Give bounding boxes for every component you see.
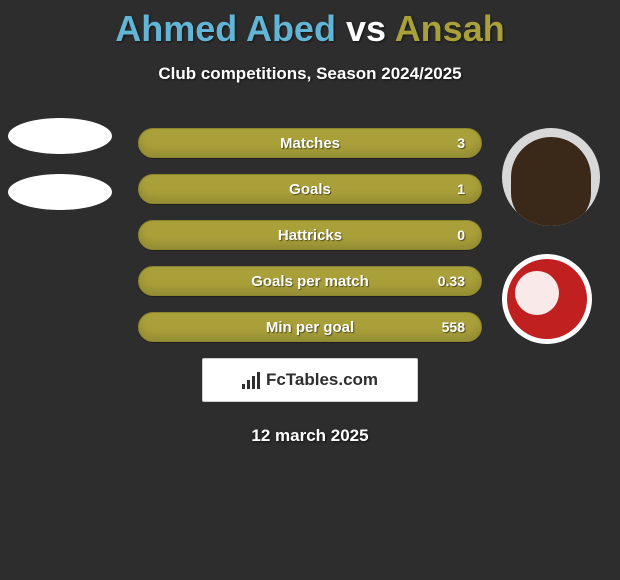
player1-club-badge: [8, 174, 112, 210]
stat-bar-hattricks: Hattricks 0: [138, 220, 482, 250]
stat-label: Min per goal: [266, 319, 354, 336]
stat-bar-goals: Goals 1: [138, 174, 482, 204]
bar-chart-icon: [242, 371, 260, 389]
stat-label: Goals: [289, 181, 331, 198]
stat-bar-goals-per-match: Goals per match 0.33: [138, 266, 482, 296]
logo-text: FcTables.com: [266, 370, 378, 390]
left-avatars: [8, 118, 112, 230]
page-title: Ahmed Abed vs Ansah: [0, 0, 620, 50]
stat-bar-min-per-goal: Min per goal 558: [138, 312, 482, 342]
avatar-face-icon: [511, 137, 591, 226]
stat-label: Goals per match: [251, 273, 369, 290]
right-avatars: [502, 128, 600, 344]
player2-name: Ansah: [395, 8, 505, 49]
stat-label: Matches: [280, 135, 340, 152]
stat-bar-matches: Matches 3: [138, 128, 482, 158]
player1-name: Ahmed Abed: [115, 8, 336, 49]
stat-right-value: 3: [435, 135, 465, 151]
player2-club-badge: [502, 254, 592, 344]
stat-right-value: 558: [435, 319, 465, 335]
fctables-logo[interactable]: FcTables.com: [202, 358, 418, 402]
stat-right-value: 1: [435, 181, 465, 197]
date-label: 12 march 2025: [0, 426, 620, 446]
stat-bars: Matches 3 Goals 1 Hattricks 0 Goals per …: [138, 128, 482, 342]
stat-right-value: 0.33: [435, 273, 465, 289]
subtitle: Club competitions, Season 2024/2025: [0, 64, 620, 84]
stat-right-value: 0: [435, 227, 465, 243]
stat-label: Hattricks: [278, 227, 342, 244]
player2-avatar: [502, 128, 600, 226]
player1-avatar: [8, 118, 112, 154]
club-badge-icon: [507, 259, 587, 339]
vs-text: vs: [346, 8, 386, 49]
